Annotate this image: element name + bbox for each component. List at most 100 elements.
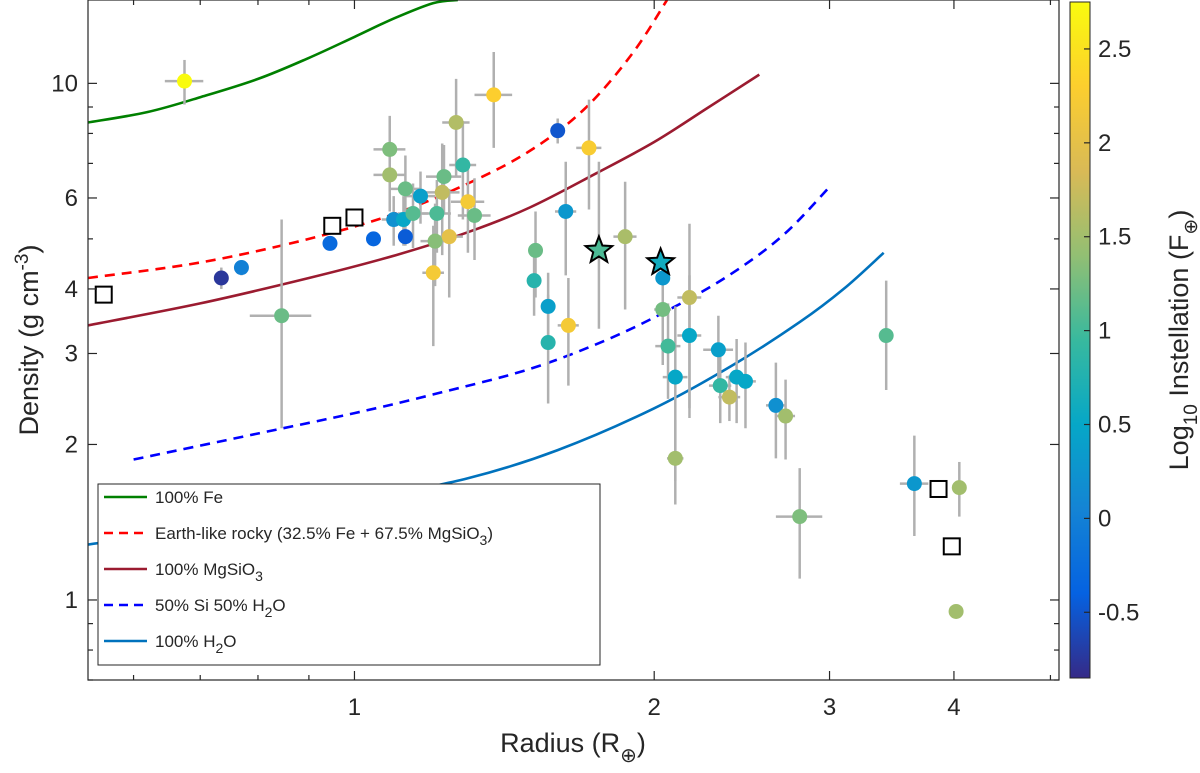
- x-tick-label: 2: [648, 694, 661, 721]
- planet-point: [429, 205, 445, 221]
- solar-system-planet-square: [323, 216, 342, 235]
- planet-point: [768, 397, 784, 413]
- legend-label-h2o-close: O: [223, 632, 236, 651]
- planet-point: [274, 308, 290, 324]
- legend: 100% Fe Earth-like rocky (32.5% Fe + 67.…: [97, 483, 601, 666]
- planet-point: [721, 389, 737, 405]
- y-axis-label: Density (g cm-3): [12, 245, 44, 436]
- planet-points: [94, 73, 967, 619]
- planet-point: [681, 290, 697, 306]
- colorbar: -0.5 0 0.5 1 1.5 2 2.5 Log10 Instellation (F⊕): [1069, 1, 1200, 679]
- legend-label-h2o: 100% H2O: [155, 632, 237, 656]
- x-axis-label: Radius (R⊕): [500, 728, 646, 767]
- y-tick-label: 2: [65, 431, 78, 458]
- colorbar-tick-label: 1.5: [1098, 224, 1131, 251]
- colorbar-tick-label: 0: [1098, 505, 1111, 532]
- legend-label-mgsio3: 100% MgSiO3: [155, 560, 263, 584]
- solar-system-planet-square: [929, 479, 948, 498]
- colorbar-tick-label: 2.5: [1098, 36, 1131, 63]
- y-axis-label-close: ): [14, 245, 44, 254]
- legend-label-earth: Earth-like rocky (32.5% Fe + 67.5% MgSiO…: [155, 524, 493, 548]
- planet-point: [560, 317, 576, 333]
- planet-point: [581, 140, 597, 156]
- planet-point: [667, 450, 683, 466]
- colorbar-label-sub: 10: [1181, 404, 1200, 425]
- planet-point: [436, 169, 452, 185]
- planet-point: [655, 301, 671, 317]
- colorbar-label-symbol: ⊕: [1181, 219, 1200, 235]
- planet-point: [213, 270, 229, 286]
- x-tick-label: 1: [348, 694, 361, 721]
- planet-point: [667, 369, 683, 385]
- legend-label-si-h2o: 50% Si 50% H2O: [155, 596, 286, 620]
- legend-box: [97, 483, 601, 666]
- planet-point: [427, 233, 443, 249]
- legend-label-si-h2o-main: 50% Si 50% H: [155, 596, 265, 615]
- curve-fe: [88, 0, 458, 124]
- curve-mgsio3: [88, 73, 760, 327]
- planet-point: [526, 273, 542, 289]
- x-axis-label-main: Radius (R: [500, 728, 620, 758]
- y-axis-label-main: Density (g cm: [14, 270, 44, 435]
- planet-point: [467, 207, 483, 223]
- axis-ticks: 1 2 3 4 1 2 3 4 6 10: [51, 0, 1059, 721]
- planet-point: [550, 123, 566, 139]
- colorbar-label-log: Log: [1164, 425, 1194, 470]
- planet-point: [233, 260, 249, 276]
- solar-system-planet-square: [345, 208, 364, 227]
- plot-frame: [87, 0, 1060, 681]
- solar-system-planet-square: [942, 537, 961, 556]
- legend-label-mgsio3-main: 100% MgSiO: [155, 560, 255, 579]
- legend-label-earth-main: Earth-like rocky (32.5% Fe + 67.5% MgSiO: [155, 524, 480, 543]
- colorbar-label-main: Instellation (F: [1164, 235, 1194, 405]
- planet-point: [413, 188, 429, 204]
- planet-point: [878, 328, 894, 344]
- planet-point: [540, 298, 556, 314]
- planet-point: [778, 408, 794, 424]
- planet-point: [948, 603, 964, 619]
- colorbar-tick-label: -0.5: [1098, 599, 1139, 626]
- planet-point: [617, 229, 633, 245]
- y-tick-label: 4: [65, 276, 78, 303]
- planet-point: [486, 87, 502, 103]
- legend-label-si-h2o-close: O: [272, 596, 285, 615]
- planet-point: [737, 373, 753, 389]
- planet-point: [792, 509, 808, 525]
- planet-point: [951, 480, 967, 496]
- x-axis-label-sub: ⊕: [620, 745, 637, 767]
- y-tick-label: 10: [51, 70, 78, 97]
- planet-point: [425, 265, 441, 281]
- planet-point: [660, 338, 676, 354]
- colorbar-tick-label: 2: [1098, 130, 1111, 157]
- planet-point: [906, 476, 922, 492]
- planet-point: [382, 167, 398, 183]
- legend-label-si-h2o-sub: 2: [265, 604, 273, 620]
- planet-point: [710, 342, 726, 358]
- x-axis-label-close: ): [637, 728, 646, 758]
- legend-label-h2o-sub: 2: [215, 640, 223, 656]
- legend-label-earth-sub: 3: [480, 532, 488, 548]
- highlighted-planet-star: [644, 245, 677, 277]
- legend-label-mgsio3-sub: 3: [255, 568, 263, 584]
- planet-point: [397, 181, 413, 197]
- planet-point: [528, 242, 544, 258]
- x-tick-label: 3: [823, 694, 836, 721]
- planet-point: [365, 231, 381, 247]
- legend-label-h2o-main: 100% H: [155, 632, 215, 651]
- colorbar-gradient: [1069, 1, 1091, 679]
- y-tick-label: 3: [65, 340, 78, 367]
- y-tick-label: 6: [65, 185, 78, 212]
- colorbar-label-close: ): [1164, 210, 1194, 219]
- solar-system-planet-square: [94, 285, 113, 304]
- colorbar-tick-label: 0.5: [1098, 412, 1131, 439]
- planet-point: [540, 335, 556, 351]
- colorbar-label: Log10 Instellation (F⊕): [1164, 210, 1200, 471]
- planet-point: [397, 229, 413, 245]
- legend-label-earth-close: ): [487, 524, 493, 543]
- planet-point: [176, 73, 192, 89]
- planet-point: [455, 157, 471, 173]
- curve-si_h2o: [133, 186, 831, 461]
- y-tick-label: 1: [65, 587, 78, 614]
- planet-point: [448, 114, 464, 130]
